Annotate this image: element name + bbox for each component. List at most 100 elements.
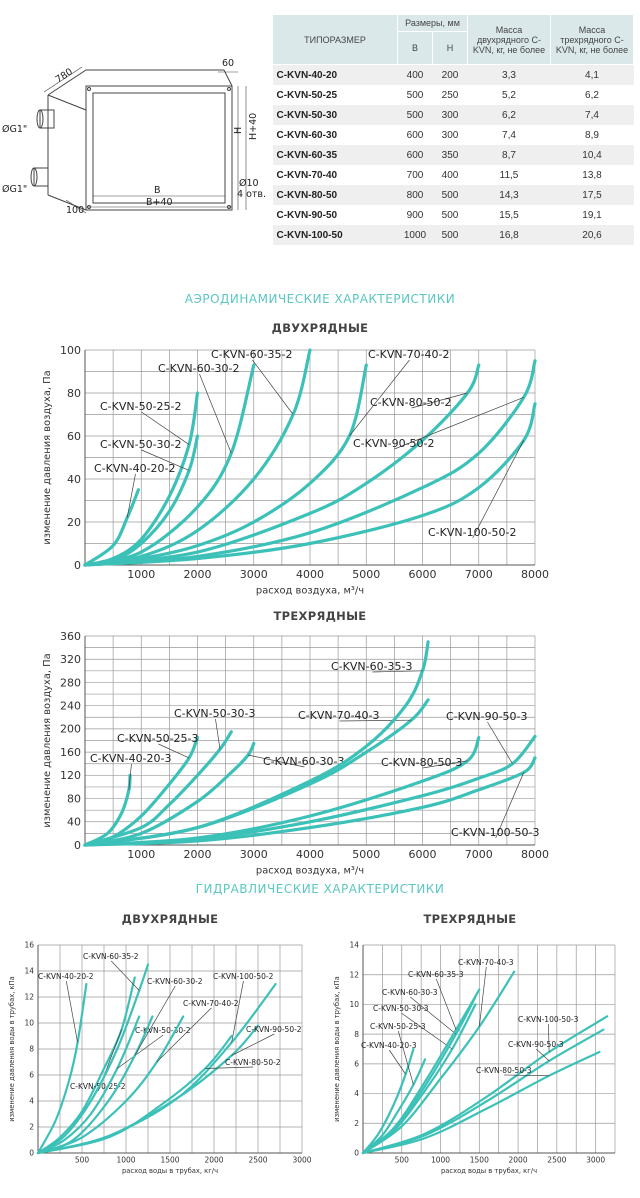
table-row: C-KVN-60-30 600 300 7,4 8,9 xyxy=(272,125,634,145)
hydro3-series-label: C-KVN-50-25-3 xyxy=(370,1022,426,1031)
hydro2-series-leader xyxy=(231,980,244,1043)
hydro2-series-leader xyxy=(65,980,78,1043)
aero2-series-leader xyxy=(199,373,232,454)
aero2-series-leader xyxy=(472,440,525,539)
dim-g1-lower-label: ØG1" xyxy=(2,184,27,195)
aero2-x-tick-label: 7000 xyxy=(465,568,493,581)
hydro3-y-tick-label: 4 xyxy=(354,1089,359,1098)
aero3-series-label: C-KVN-40-20-3 xyxy=(90,752,172,765)
table-cell-model: C-KVN-90-50 xyxy=(272,205,398,225)
aero2-y-tick-label: 0 xyxy=(74,559,81,572)
aero2-series-leader xyxy=(411,392,468,409)
hydro3-x-tick-label: 2500 xyxy=(547,1156,566,1165)
table-cell-m3: 7,4 xyxy=(550,105,634,125)
aero3-x-tick-label: 7000 xyxy=(465,848,493,861)
table-row: C-KVN-40-20 400 200 3,3 4,1 xyxy=(272,64,634,85)
aero2-series-label: C-KVN-40-20-2 xyxy=(94,462,176,475)
aero3-x-axis-label: расход воздуха, м³/ч xyxy=(256,865,364,876)
aero3-x-tick-label: 6000 xyxy=(409,848,437,861)
front-flange xyxy=(85,85,233,211)
table-cell-model: C-KVN-50-30 xyxy=(272,105,398,125)
hydro3-series-label: C-KVN-80-50-3 xyxy=(476,1066,532,1075)
hydro2-series-label: C-KVN-80-50-2 xyxy=(225,1058,281,1067)
table-cell-m2: 6,2 xyxy=(467,105,551,125)
aero3-y-tick-label: 320 xyxy=(60,653,81,666)
hydro2-series-leader xyxy=(134,985,176,1056)
hole xyxy=(227,87,231,91)
table-cell-m2: 3,3 xyxy=(467,64,551,85)
pipe-lower-end xyxy=(30,167,38,187)
hydro3-series-leader xyxy=(504,1074,550,1077)
aero3-series-leader xyxy=(495,772,525,839)
hydro3-series-leader xyxy=(536,1048,550,1062)
aero2-series-leader xyxy=(141,449,190,471)
aero2-series-label: C-KVN-60-30-2 xyxy=(158,362,240,375)
hydro2-chart-group: 500 1000 1500 2000 2500 3000 0 2 4 6 8 10 12 14 16 расх… xyxy=(8,941,312,1175)
aero2-series-label: C-KVN-80-50-2 xyxy=(370,396,452,409)
hydro2-x-tick-label: 1000 xyxy=(116,1156,135,1165)
hydro2-y-tick-label: 4 xyxy=(29,1097,34,1106)
table-cell-model: C-KVN-70-40 xyxy=(272,165,398,185)
table-cell-h: 300 xyxy=(432,105,468,125)
hydro2-series-label: C-KVN-60-30-2 xyxy=(147,977,203,986)
table-cell-m2: 7,4 xyxy=(467,125,551,145)
pipe-upper xyxy=(39,109,55,129)
aero3-y-tick-label: 240 xyxy=(60,700,81,713)
hydro2-series-label: C-KVN-50-30-2 xyxy=(135,1026,191,1035)
table-cell-m2: 8,7 xyxy=(467,145,551,165)
hydro2-x-tick-label: 2500 xyxy=(248,1156,267,1165)
aero2-series-curve xyxy=(83,488,140,567)
table-row: C-KVN-70-40 700 400 11,5 13,8 xyxy=(272,165,634,185)
aero2-series-leader xyxy=(252,359,294,415)
hydro3-series-label: C-KVN-90-50-3 xyxy=(508,1040,564,1049)
aero2-x-tick-label: 3000 xyxy=(240,568,268,581)
pipe-lower xyxy=(33,167,49,187)
hydro3-series-leader xyxy=(435,978,457,1030)
table-cell-m3: 13,8 xyxy=(550,165,634,185)
hydro2-series-curve xyxy=(36,982,88,1155)
aero2-series-curve xyxy=(83,348,312,567)
hydro3-y-tick-label: 10 xyxy=(349,1000,359,1009)
table-cell-b: 500 xyxy=(397,85,433,105)
table-cell-m2: 5,2 xyxy=(467,85,551,105)
aero2-chart-title: ДВУХРЯДНЫЕ xyxy=(271,321,369,335)
table-cell-m3: 6,2 xyxy=(550,85,634,105)
table-cell-b: 900 xyxy=(397,205,433,225)
hydro3-series-label: C-KVN-50-30-3 xyxy=(373,1004,429,1013)
aero2-y-tick-label: 60 xyxy=(67,430,81,443)
hydro2-series-curve xyxy=(36,1015,141,1155)
dim-b-label: B xyxy=(154,185,161,196)
dim-h-label: H xyxy=(233,127,244,134)
hydro3-chart-title: ТРЕХРЯДНЫЕ xyxy=(423,912,517,926)
hole xyxy=(87,87,91,91)
aero3-series-curve xyxy=(83,730,233,847)
table-cell-m3: 17,5 xyxy=(550,185,634,205)
table-cell-b: 800 xyxy=(397,185,433,205)
hydro3-series-leader xyxy=(410,996,457,1035)
aero3-x-tick-label: 4000 xyxy=(296,848,324,861)
table-cell-model: C-KVN-50-25 xyxy=(272,85,398,105)
hydro3-y-tick-label: 14 xyxy=(349,941,359,950)
table-cell-m3: 4,1 xyxy=(550,64,634,85)
table-cell-h: 400 xyxy=(432,165,468,185)
aero3-x-tick-label: 8000 xyxy=(521,848,549,861)
aero2-chart-group: 1000 2000 3000 4000 5000 6000 7000 8000 0 20 40 60 8… xyxy=(42,344,549,597)
aero3-series-label: C-KVN-70-40-3 xyxy=(298,709,380,722)
hydro3-y-tick-label: 2 xyxy=(354,1119,359,1128)
table-cell-b: 1000 xyxy=(397,225,433,245)
table-cell-h: 300 xyxy=(432,125,468,145)
table-row: C-KVN-80-50 800 500 14,3 17,5 xyxy=(272,185,634,205)
hydro3-series-curve xyxy=(361,988,481,1155)
aero2-y-tick-label: 80 xyxy=(67,387,81,400)
front-flange-inner xyxy=(92,92,226,204)
table-cell-h: 500 xyxy=(432,205,468,225)
table-cell-h: 200 xyxy=(432,64,468,85)
dim-b40-label: B+40 xyxy=(146,197,173,208)
hydro3-y-tick-label: 6 xyxy=(354,1059,359,1068)
hydro2-series-curve xyxy=(36,1015,185,1155)
hydro3-series-label: C-KVN-60-30-3 xyxy=(382,988,438,997)
table-cell-m3: 8,9 xyxy=(550,125,634,145)
col-header-mass3: Масса трехрядного C-KVN, кг, не более xyxy=(550,14,634,65)
dim-100-label: 100 xyxy=(66,205,84,216)
aero3-y-tick-label: 80 xyxy=(67,792,81,805)
